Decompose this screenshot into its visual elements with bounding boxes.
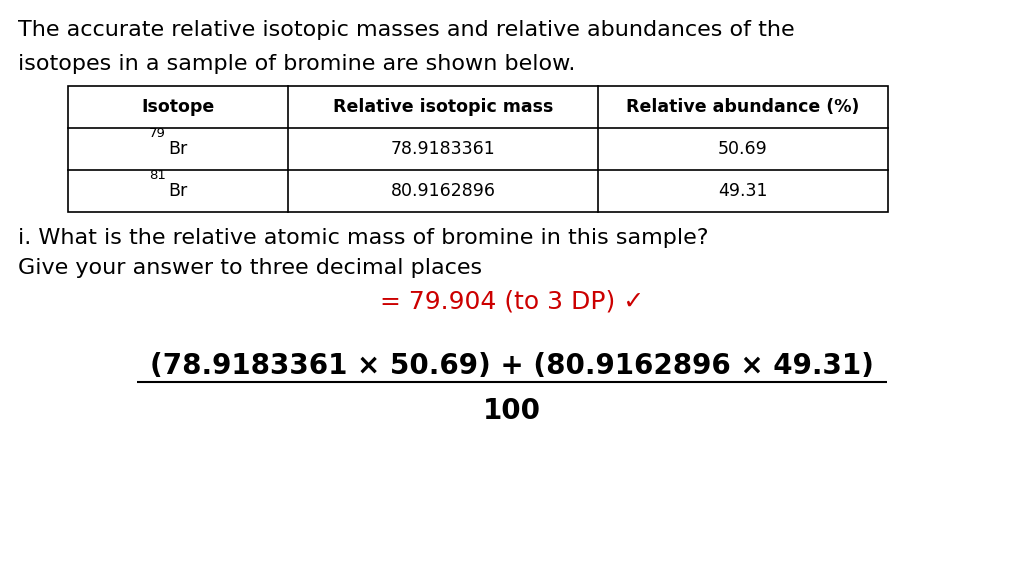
Text: The accurate relative isotopic masses and relative abundances of the: The accurate relative isotopic masses an… xyxy=(18,20,795,40)
Text: 100: 100 xyxy=(483,397,541,425)
Bar xyxy=(68,86,888,212)
Text: Br: Br xyxy=(168,140,187,158)
Text: i. What is the relative atomic mass of bromine in this sample?: i. What is the relative atomic mass of b… xyxy=(18,228,709,248)
Text: 80.9162896: 80.9162896 xyxy=(390,182,496,200)
Text: Relative abundance (%): Relative abundance (%) xyxy=(627,98,860,116)
Text: (78.9183361 × 50.69) + (80.9162896 × 49.31): (78.9183361 × 50.69) + (80.9162896 × 49.… xyxy=(151,352,873,380)
Text: Relative isotopic mass: Relative isotopic mass xyxy=(333,98,553,116)
Text: Isotope: Isotope xyxy=(141,98,215,116)
Text: Br: Br xyxy=(168,182,187,200)
Text: 50.69: 50.69 xyxy=(718,140,768,158)
Text: 78.9183361: 78.9183361 xyxy=(390,140,496,158)
Text: 49.31: 49.31 xyxy=(718,182,768,200)
Text: = 79.904 (to 3 DP) ✓: = 79.904 (to 3 DP) ✓ xyxy=(380,289,644,313)
Text: Give your answer to three decimal places: Give your answer to three decimal places xyxy=(18,258,482,278)
Text: 81: 81 xyxy=(150,169,166,182)
Text: 79: 79 xyxy=(150,127,166,140)
Text: isotopes in a sample of bromine are shown below.: isotopes in a sample of bromine are show… xyxy=(18,54,575,74)
